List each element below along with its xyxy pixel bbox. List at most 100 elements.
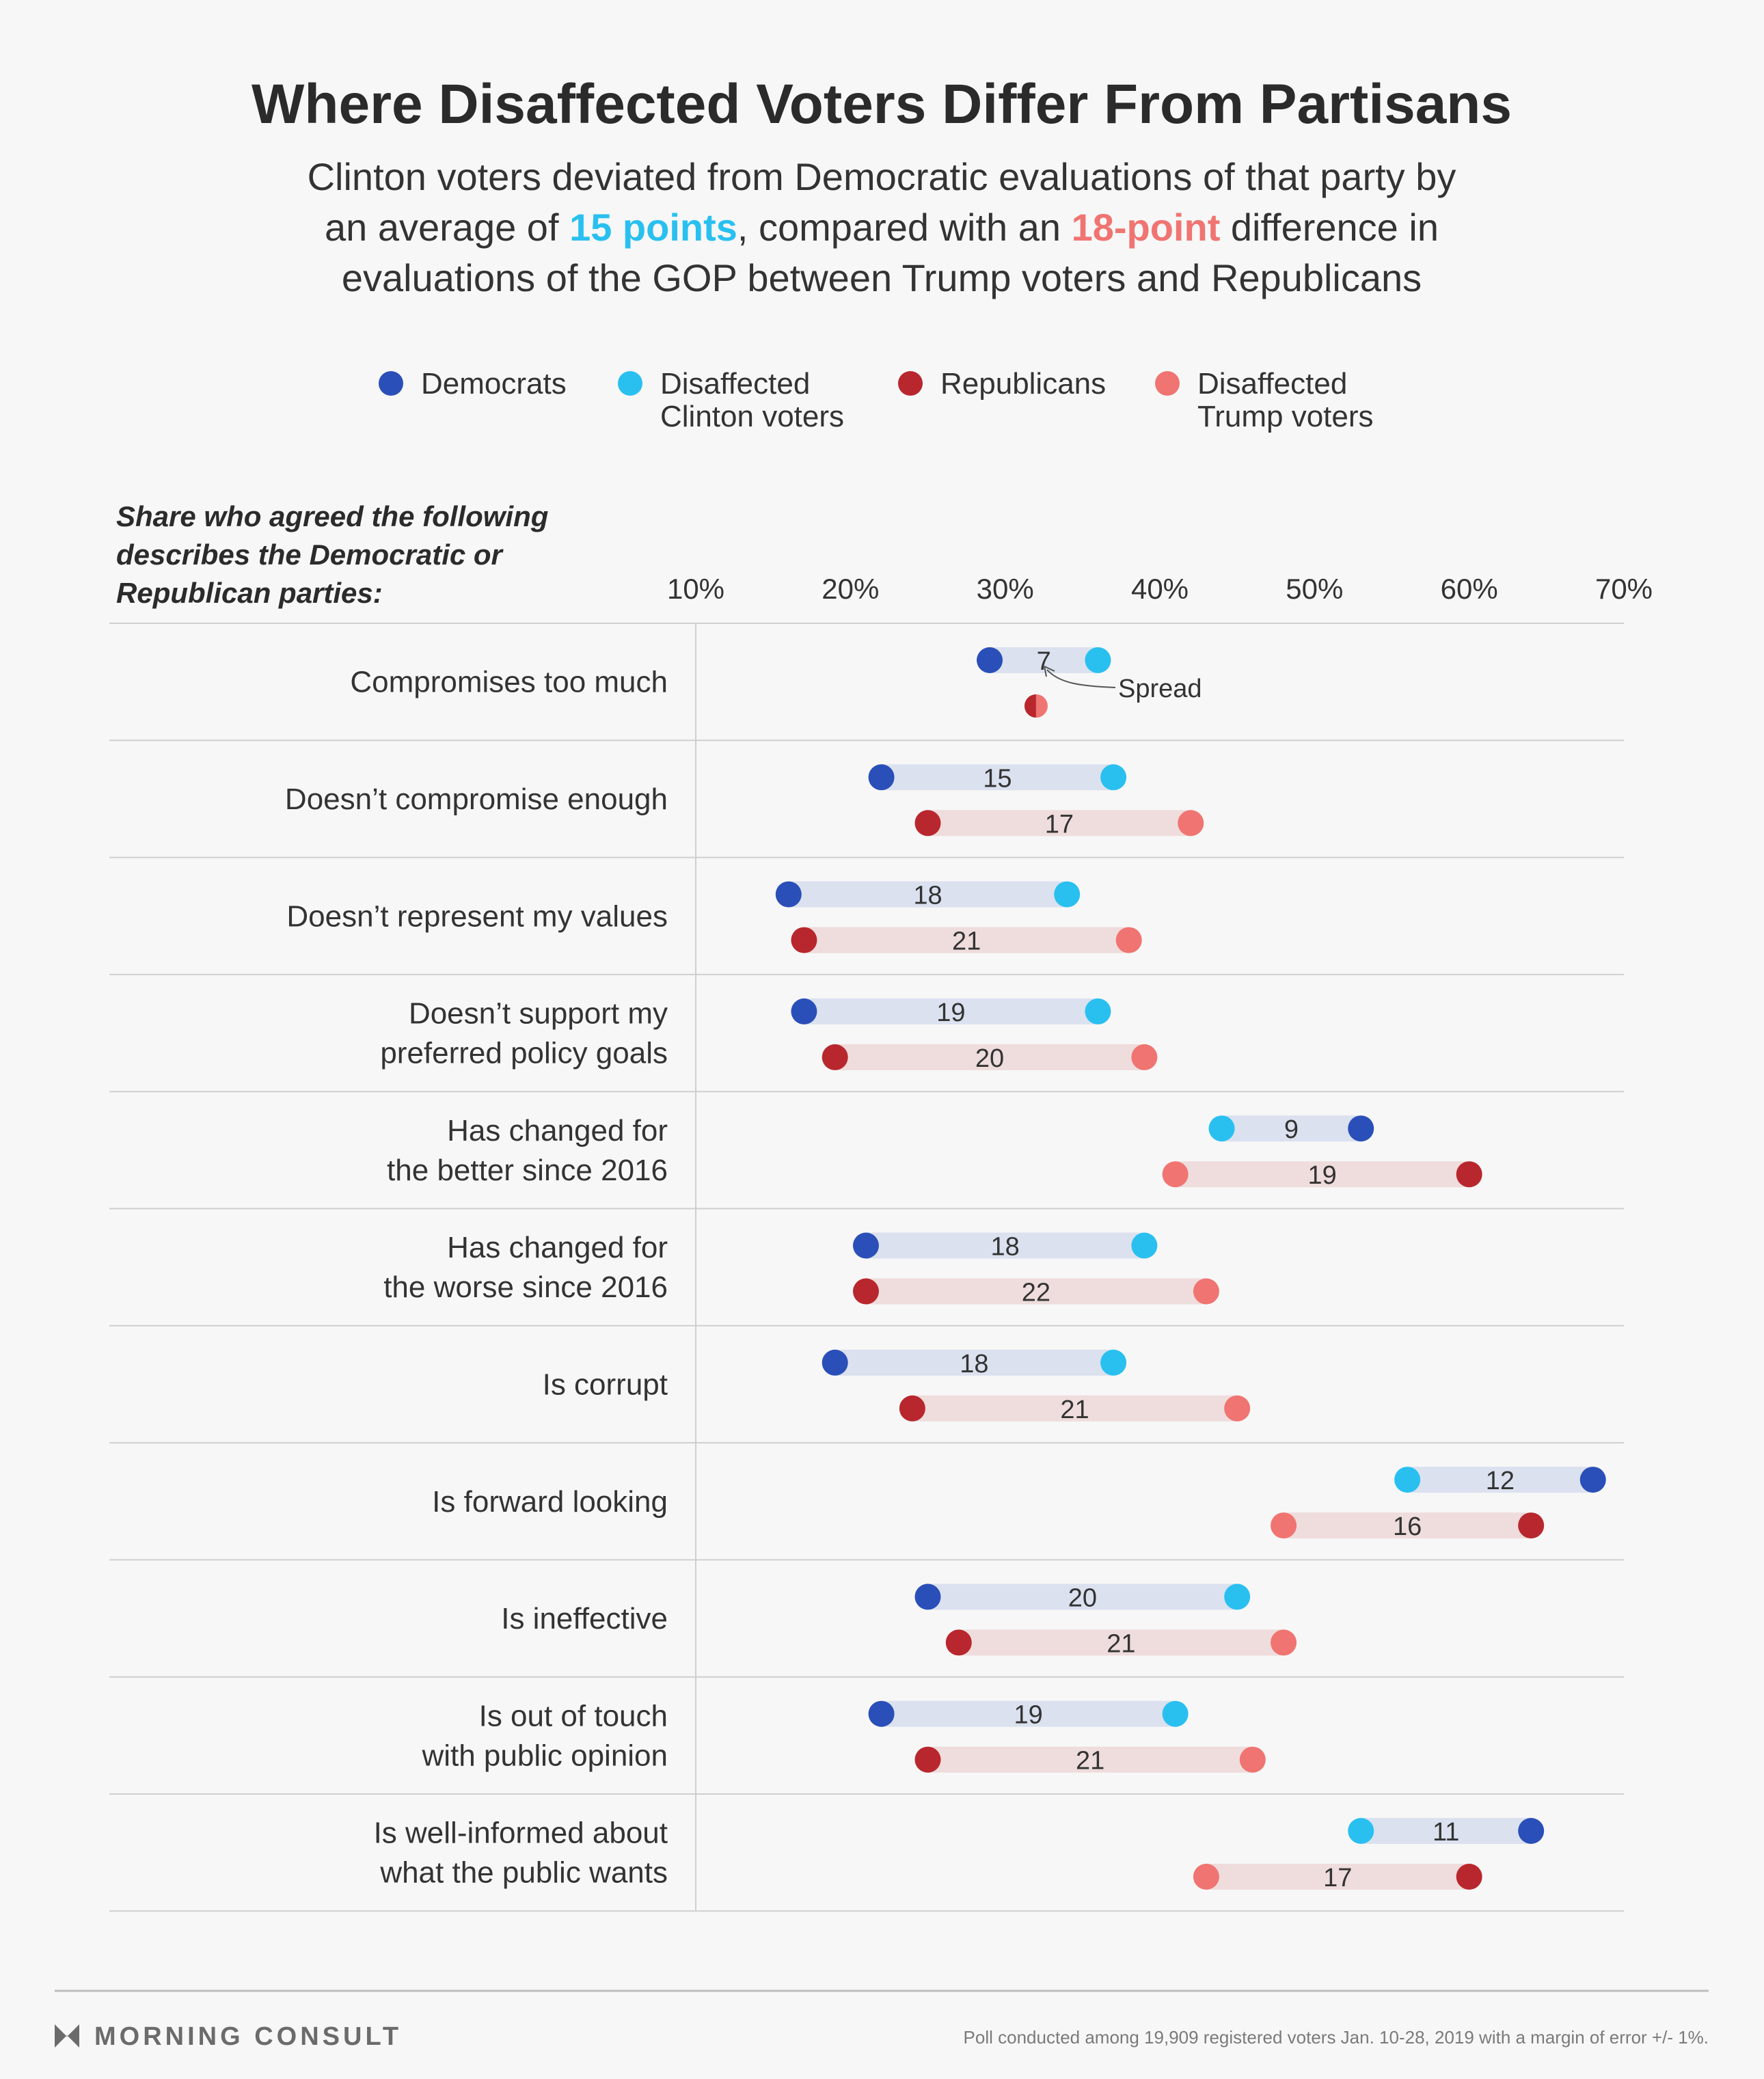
row-label-line: Doesn’t support my [409, 997, 668, 1031]
x-tick-label: 20% [822, 573, 879, 605]
chart-row: Is well-informed about what the public wa… [374, 1817, 1545, 1892]
dem-spread-label: 15 [983, 764, 1012, 793]
dem-spread-bar [1221, 1115, 1361, 1142]
disaffected-trump-point [1271, 1512, 1297, 1539]
disaffected-trump-point [1271, 1629, 1297, 1656]
democrats-point [852, 1232, 879, 1259]
disaffected-clinton-point [1224, 1584, 1251, 1610]
dem-spread-bar [927, 1584, 1238, 1610]
chart-row: Doesn’t represent my values 18 21 [286, 881, 1142, 956]
row-label: Is corrupt [543, 1368, 668, 1401]
dem-spread-label: 12 [1486, 1467, 1515, 1495]
rep-spread-label: 16 [1393, 1512, 1422, 1541]
legend-dot-democrats [379, 371, 403, 396]
dem-spread-label: 20 [1068, 1584, 1097, 1612]
rep-spread-bar [804, 927, 1129, 953]
row-label: Has changed for the worse since 2016 [383, 1231, 668, 1304]
dem-spread-label: 7 [1037, 647, 1051, 676]
rep-spread-label: 21 [1107, 1629, 1135, 1658]
dem-spread-bar [990, 647, 1098, 673]
disaffected-clinton-point [1348, 1818, 1374, 1844]
row-label-line: Doesn’t represent my values [286, 899, 668, 933]
disaffected-clinton-point [1394, 1467, 1421, 1493]
disaffected-clinton-point [1100, 1349, 1127, 1376]
row-label-line: Has changed for [447, 1114, 668, 1147]
row-label: Is forward looking [432, 1485, 668, 1519]
rep-spread-label: 20 [975, 1044, 1004, 1073]
row-label-line: Doesn’t compromise enough [285, 783, 668, 816]
democrats-point [1348, 1115, 1374, 1142]
republicans-point [1024, 694, 1036, 718]
subtitle-line-3: evaluations of the GOP between Trump vot… [342, 256, 1422, 299]
row-label-line: Is forward looking [432, 1485, 668, 1519]
row-label-line: Is corrupt [543, 1368, 668, 1401]
disaffected-clinton-point [1100, 764, 1127, 791]
chart-row: Is out of touch with public opinion 19 21 [421, 1699, 1266, 1776]
row-label: Is ineffective [501, 1602, 668, 1635]
morning-consult-logo-icon [55, 2024, 79, 2048]
disaffected-trump-point [1131, 1044, 1158, 1070]
subtitle-text-e: difference in [1220, 206, 1439, 249]
rep-spread-bar [927, 810, 1191, 837]
republicans-point [1456, 1864, 1482, 1890]
legend: Democrats Disaffected Clinton voters Rep… [379, 367, 1374, 433]
republicans-point [1518, 1512, 1545, 1539]
row-label-line: with public opinion [421, 1739, 668, 1772]
democrats-point [1518, 1818, 1545, 1844]
chart-subtitle: Clinton voters deviated from Democratic … [308, 155, 1456, 299]
republicans-point [852, 1278, 879, 1305]
dem-spread-label: 9 [1284, 1115, 1299, 1144]
disaffected-trump-point [1193, 1278, 1219, 1305]
dem-spread-label: 19 [1014, 1701, 1042, 1730]
dem-spread-bar [834, 1349, 1114, 1376]
democrats-point [868, 1700, 895, 1727]
rep-spread-label: 21 [1060, 1396, 1089, 1424]
rep-spread-label: 19 [1308, 1161, 1337, 1190]
rep-spread-bar [1175, 1161, 1469, 1188]
legend-label-disaffected-trump-2: Trump voters [1197, 400, 1374, 433]
row-label: Compromises too much [350, 666, 668, 699]
spread-annotation-label: Spread [1118, 675, 1202, 703]
legend-label-disaffected-clinton-1: Disaffected [660, 367, 810, 400]
disaffected-trump-point [1178, 810, 1204, 837]
row-label: Doesn’t support my preferred policy goals [380, 997, 668, 1070]
row-label-line: what the public wants [379, 1856, 668, 1890]
republicans-point [1456, 1161, 1482, 1188]
disaffected-trump-point [1035, 694, 1048, 718]
republicans-point [914, 1746, 941, 1773]
row-label-line: Is well-informed about [374, 1817, 668, 1850]
disaffected-clinton-point [1085, 647, 1111, 673]
rep-spread-bar [865, 1278, 1206, 1305]
rep-spread-label: 17 [1045, 810, 1074, 839]
x-tick-label: 40% [1131, 573, 1189, 605]
x-tick-label: 10% [667, 573, 724, 605]
rep-spread-bar [927, 1746, 1253, 1773]
dem-spread-bar [881, 764, 1114, 791]
legend-label-democrats: Democrats [421, 367, 567, 400]
democrats-point [914, 1584, 941, 1610]
disaffected-clinton-point [1131, 1232, 1158, 1259]
dem-spread-bar [1407, 1467, 1593, 1493]
chart-row: Has changed for the better since 2016 9 19 [387, 1114, 1482, 1190]
question-label: Share who agreed the following describes… [116, 500, 548, 609]
democrats-point [977, 647, 1003, 673]
democrats-point [868, 764, 895, 791]
row-label: Has changed for the better since 2016 [387, 1114, 668, 1187]
dem-spread-bar [1361, 1818, 1532, 1844]
dem-spread-label: 18 [913, 882, 942, 910]
legend-dot-disaffected-clinton [618, 371, 642, 396]
rep-spread-label: 21 [952, 927, 981, 956]
republicans-point [914, 810, 941, 837]
row-label: Is well-informed about what the public wa… [374, 1817, 668, 1890]
x-tick-label: 30% [977, 573, 1034, 605]
footer-note: Poll conducted among 19,909 registered v… [964, 2027, 1709, 2048]
disaffected-trump-point [1224, 1395, 1251, 1422]
subtitle-highlight-15: 15 points [569, 206, 737, 249]
dem-spread-label: 11 [1433, 1818, 1459, 1847]
question-label-line-1: Share who agreed the following [116, 500, 548, 532]
dem-spread-label: 18 [991, 1233, 1020, 1262]
row-label-line: preferred policy goals [380, 1037, 668, 1070]
chart-rows: Compromises too much 7 Doesn’t compromise … [285, 647, 1606, 1892]
footer-brand: MORNING CONSULT [94, 2022, 402, 2051]
